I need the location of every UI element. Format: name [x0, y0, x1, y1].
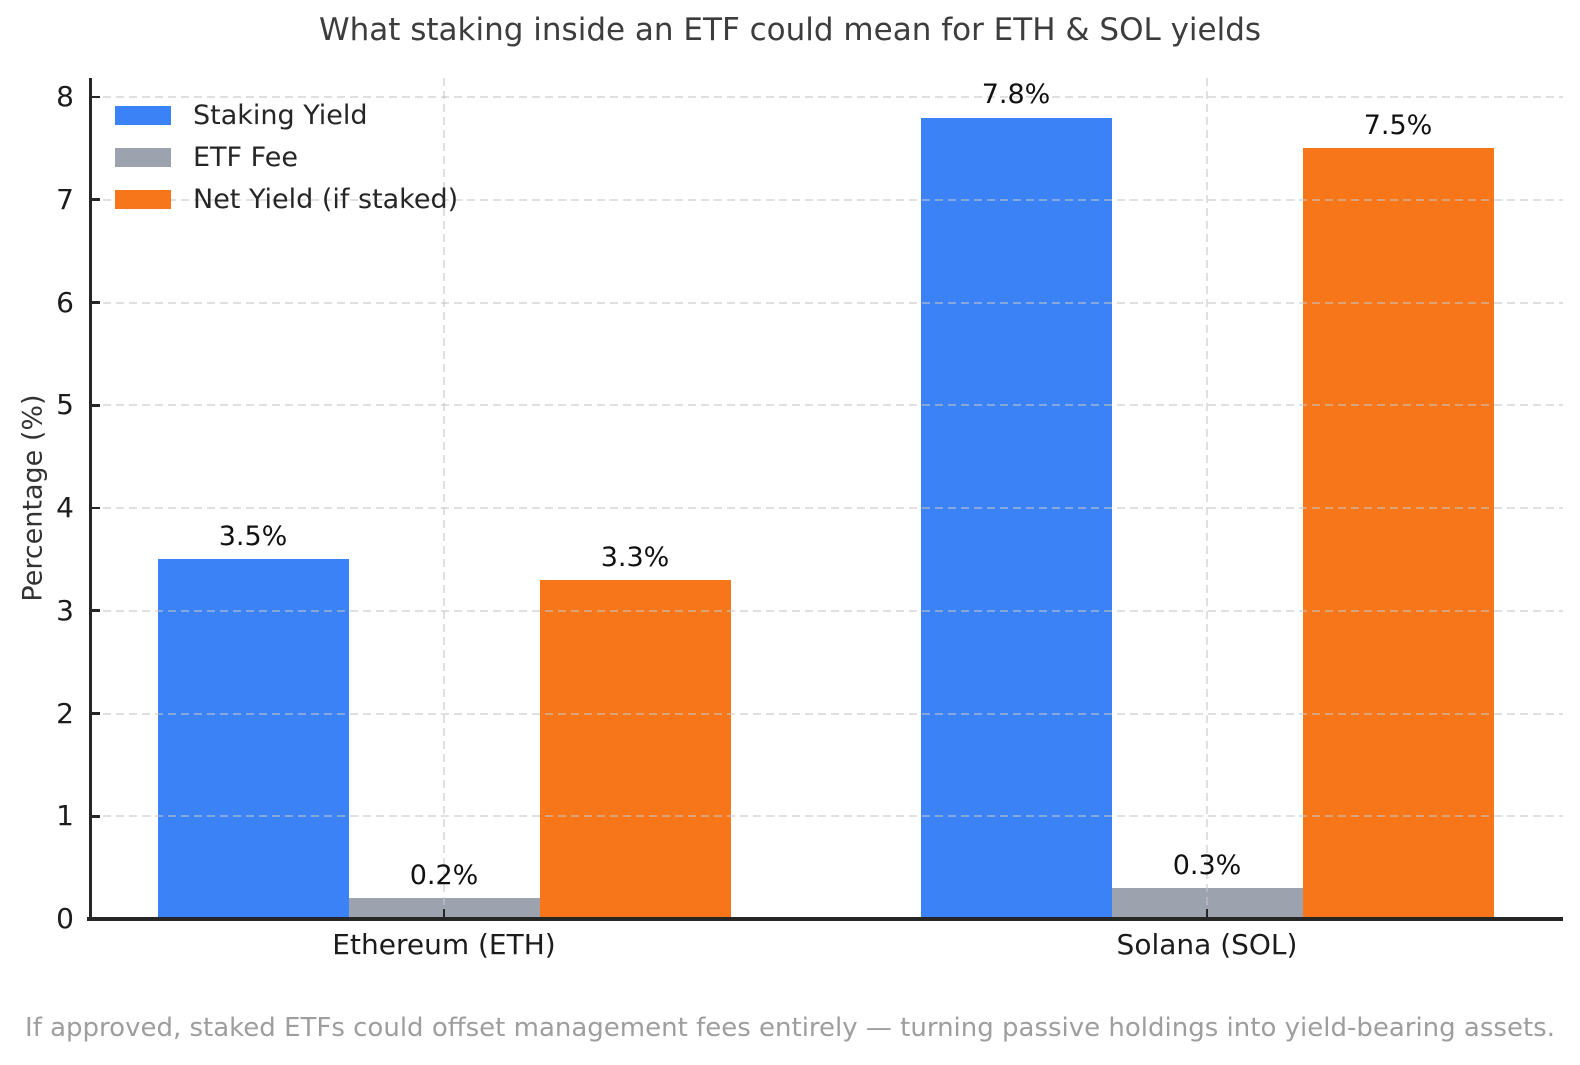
- legend-swatch-staking-yield: [115, 106, 171, 125]
- y-gridline-6: [90, 301, 1563, 304]
- bar-value-label-etf-fee-solana-sol: 0.3%: [1172, 849, 1242, 881]
- x-axis-spine: [87, 917, 1563, 921]
- y-gridline-3: [90, 609, 1563, 612]
- y-tick-label-3: 3: [56, 593, 74, 627]
- y-tick-8: [90, 95, 100, 99]
- x-tick-ethereum-eth: [442, 909, 446, 919]
- y-tick-5: [90, 403, 100, 407]
- y-tick-label-8: 8: [56, 80, 74, 113]
- bar-net-yield-if-staked-ethereum-eth: [539, 579, 731, 919]
- legend-item-net-yield: Net Yield (if staked): [115, 184, 458, 215]
- bar-value-label-staking-yield-ethereum-eth: 3.5%: [218, 521, 288, 553]
- legend-swatch-etf-fee: [115, 148, 171, 167]
- x-tick-solana-sol: [1205, 909, 1209, 919]
- legend-item-etf-fee: ETF Fee: [115, 142, 458, 173]
- legend-swatch-net-yield: [115, 190, 171, 209]
- y-tick-label-5: 5: [56, 388, 74, 422]
- bar-value-label-staking-yield-solana-sol: 7.8%: [981, 79, 1051, 111]
- bar-value-label-etf-fee-ethereum-eth: 0.2%: [409, 860, 479, 892]
- y-tick-label-4: 4: [56, 491, 74, 524]
- y-axis-spine: [88, 78, 92, 921]
- bar-net-yield-if-staked-solana-sol: [1302, 148, 1494, 919]
- y-tick-6: [90, 301, 100, 304]
- legend-label: Staking Yield: [193, 100, 368, 131]
- chart-title: What staking inside an ETF could mean fo…: [318, 12, 1262, 48]
- legend: Staking Yield ETF Fee Net Yield (if stak…: [115, 100, 458, 215]
- y-tick-label-1: 1: [56, 799, 74, 833]
- y-gridline-5: [90, 404, 1563, 407]
- y-gridline-7: [90, 198, 1563, 201]
- x-gridline-ethereum-eth: [443, 78, 445, 919]
- footnote: If approved, staked ETFs could offset ma…: [25, 1013, 1555, 1043]
- y-gridline-8: [90, 96, 1563, 98]
- y-gridline-4: [90, 507, 1563, 509]
- y-tick-1: [90, 814, 100, 818]
- plot-area: Staking Yield ETF Fee Net Yield (if stak…: [56, 78, 1563, 961]
- legend-label: Net Yield (if staked): [193, 184, 459, 215]
- legend-item-staking-yield: Staking Yield: [115, 100, 458, 131]
- y-tick-7: [90, 198, 100, 202]
- x-tick-label-solana-sol: Solana (SOL): [1116, 928, 1298, 961]
- x-gridline-solana-sol: [1206, 78, 1208, 919]
- x-tick-label-ethereum-eth: Ethereum (ETH): [332, 928, 556, 961]
- y-gridline-2: [90, 712, 1563, 715]
- bar-staking-yield-solana-sol: [920, 117, 1112, 919]
- y-tick-label-2: 2: [56, 696, 74, 730]
- y-tick-label-0: 0: [56, 902, 74, 935]
- y-tick-label-7: 7: [56, 182, 74, 216]
- y-tick-2: [90, 712, 100, 715]
- y-tick-3: [90, 609, 100, 613]
- y-gridline-1: [90, 815, 1563, 818]
- legend-label: ETF Fee: [193, 142, 298, 173]
- y-tick-0: [90, 917, 100, 921]
- y-tick-label-6: 6: [56, 285, 74, 319]
- bar-value-label-net-yield-if-staked-ethereum-eth: 3.3%: [600, 541, 670, 573]
- bar-value-label-net-yield-if-staked-solana-sol: 7.5%: [1363, 110, 1433, 142]
- y-tick-4: [90, 506, 100, 510]
- bar-staking-yield-ethereum-eth: [157, 559, 349, 919]
